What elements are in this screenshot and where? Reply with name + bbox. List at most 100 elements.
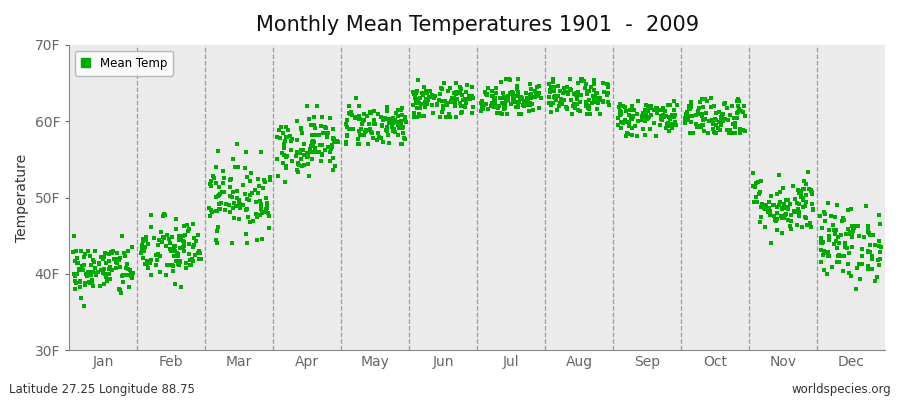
Point [596, 99, 610, 106]
Point [624, 116, 638, 123]
Point [861, 266, 876, 272]
Point [406, 102, 420, 108]
Point [590, 90, 604, 96]
Point [171, 252, 185, 259]
Point [75, 262, 89, 269]
Point [453, 84, 467, 90]
Point [522, 108, 536, 115]
Point [379, 126, 393, 133]
Point [788, 196, 802, 202]
Point [520, 102, 535, 108]
Point [302, 146, 317, 152]
Point [523, 81, 537, 87]
Point [859, 202, 873, 209]
Point [568, 101, 582, 107]
Point [223, 176, 238, 183]
Point [356, 117, 371, 124]
Point [382, 120, 397, 126]
Point [87, 264, 102, 271]
Point [596, 80, 610, 86]
Point [375, 123, 390, 130]
Point [74, 294, 88, 301]
Point [786, 182, 800, 189]
Point [551, 93, 565, 100]
Point [579, 98, 593, 105]
Point [325, 155, 339, 161]
Point [464, 110, 479, 116]
Point [293, 147, 308, 153]
Point [580, 110, 594, 117]
Point [221, 202, 236, 208]
Point [307, 122, 321, 128]
Point [707, 102, 722, 109]
Point [641, 106, 655, 112]
Point [734, 108, 749, 114]
Point [420, 97, 435, 104]
Point [109, 258, 123, 265]
Point [523, 91, 537, 98]
Point [474, 102, 489, 108]
Point [616, 120, 631, 127]
Point [817, 267, 832, 274]
Point [139, 244, 153, 250]
Point [712, 118, 726, 125]
Point [726, 121, 741, 128]
Point [348, 95, 363, 102]
Point [573, 78, 588, 84]
Point [171, 251, 185, 258]
Point [308, 125, 322, 131]
Point [681, 105, 696, 112]
Point [730, 109, 744, 116]
Point [662, 102, 676, 108]
Point [707, 130, 722, 136]
Point [261, 225, 275, 232]
Point [326, 136, 340, 142]
Point [68, 258, 83, 265]
Point [861, 263, 876, 270]
Point [841, 207, 855, 213]
Point [426, 93, 440, 100]
Point [818, 211, 832, 218]
Point [447, 94, 462, 101]
Point [150, 250, 165, 257]
Point [392, 124, 406, 131]
Point [308, 145, 322, 151]
Point [169, 216, 184, 223]
Point [665, 125, 680, 132]
Point [868, 278, 883, 284]
Point [147, 234, 161, 241]
Point [214, 200, 229, 206]
Point [512, 98, 526, 105]
Point [569, 92, 583, 99]
Point [712, 109, 726, 116]
Point [846, 226, 860, 233]
Point [532, 90, 546, 96]
Point [88, 270, 103, 276]
Point [353, 132, 367, 138]
Point [125, 272, 140, 278]
Point [411, 100, 426, 106]
Point [313, 123, 328, 130]
Point [226, 189, 240, 195]
Point [509, 92, 524, 99]
Point [212, 184, 227, 190]
Point [667, 107, 681, 114]
Point [798, 214, 813, 220]
Point [202, 204, 217, 211]
Point [767, 213, 781, 219]
Point [71, 260, 86, 266]
Point [238, 207, 253, 214]
Point [646, 119, 661, 126]
Point [164, 262, 178, 268]
Point [407, 114, 421, 120]
Point [426, 109, 440, 116]
Point [684, 113, 698, 120]
Point [554, 101, 569, 108]
Point [723, 112, 737, 119]
Point [542, 94, 556, 100]
Point [210, 240, 224, 246]
Point [731, 109, 745, 116]
Point [825, 264, 840, 270]
Point [495, 110, 509, 117]
Point [601, 84, 616, 90]
